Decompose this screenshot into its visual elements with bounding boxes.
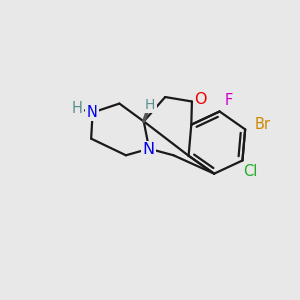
Text: N: N [142, 142, 154, 157]
Text: N: N [87, 105, 98, 120]
Text: H: H [72, 101, 83, 116]
Text: Cl: Cl [244, 164, 258, 179]
Text: F: F [225, 93, 233, 108]
Text: O: O [195, 92, 207, 106]
Text: H: H [145, 98, 155, 112]
Text: Br: Br [254, 117, 270, 132]
